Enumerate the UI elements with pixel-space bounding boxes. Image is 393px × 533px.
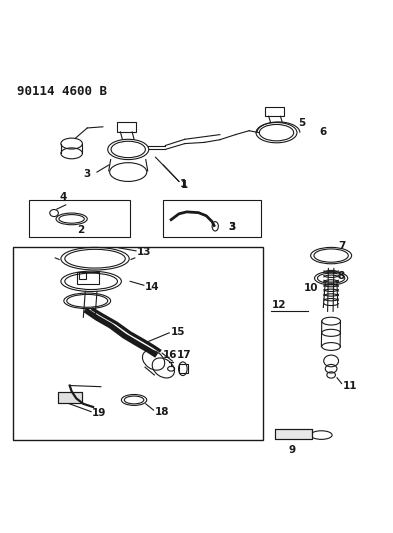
Text: 8: 8 bbox=[338, 271, 345, 281]
Text: 13: 13 bbox=[137, 247, 152, 257]
Text: 16: 16 bbox=[163, 350, 177, 360]
Text: 19: 19 bbox=[92, 408, 107, 418]
Text: 3: 3 bbox=[228, 222, 236, 232]
Text: 10: 10 bbox=[304, 283, 318, 293]
Text: 14: 14 bbox=[145, 282, 160, 292]
Bar bbox=[116, 122, 136, 132]
Bar bbox=[29, 200, 130, 237]
Text: 9: 9 bbox=[288, 445, 296, 455]
Bar bbox=[179, 364, 187, 373]
Text: 12: 12 bbox=[272, 300, 286, 310]
Bar bbox=[58, 392, 82, 403]
Text: 1: 1 bbox=[181, 180, 188, 190]
Text: 15: 15 bbox=[170, 327, 185, 337]
Text: 2: 2 bbox=[77, 225, 85, 235]
Bar bbox=[163, 200, 261, 237]
Text: 90114 4600 B: 90114 4600 B bbox=[17, 85, 107, 98]
Bar bbox=[77, 272, 99, 284]
Text: 3: 3 bbox=[83, 168, 90, 179]
Text: 4: 4 bbox=[60, 192, 67, 202]
Bar bbox=[275, 429, 312, 439]
Text: 5: 5 bbox=[298, 118, 305, 127]
Text: 7: 7 bbox=[338, 241, 345, 251]
Text: 1: 1 bbox=[180, 179, 187, 189]
Text: 18: 18 bbox=[155, 407, 169, 417]
Bar bbox=[79, 272, 86, 279]
Text: 3: 3 bbox=[228, 222, 236, 232]
Bar bbox=[13, 247, 263, 440]
Bar bbox=[265, 107, 284, 116]
Text: 11: 11 bbox=[343, 381, 357, 391]
Text: 17: 17 bbox=[177, 350, 191, 360]
Bar bbox=[58, 392, 82, 403]
Bar bbox=[275, 429, 312, 439]
Text: 6: 6 bbox=[320, 127, 327, 137]
